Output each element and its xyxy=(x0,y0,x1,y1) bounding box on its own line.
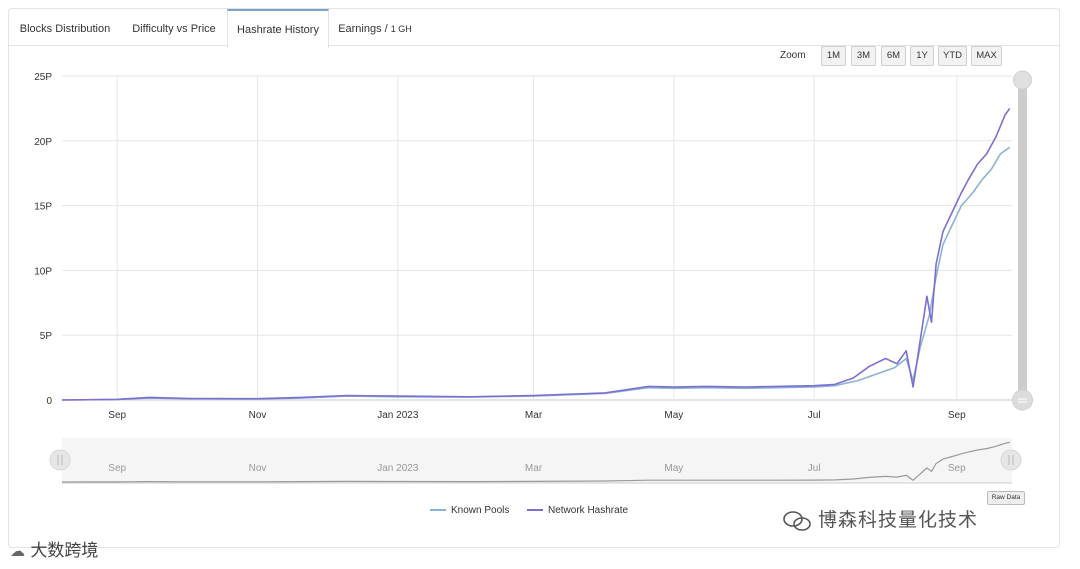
watermark-left: ☁︎ 大数跨境 xyxy=(10,536,98,561)
tab-label: Hashrate History xyxy=(237,24,319,36)
zoom-label: Zoom xyxy=(780,50,806,61)
zoom-1m-button[interactable]: 1M xyxy=(821,46,846,66)
legend-label: Known Pools xyxy=(451,505,510,516)
tab-blocks-distribution[interactable]: Blocks Distribution xyxy=(9,9,121,45)
tab-label: Blocks Distribution xyxy=(19,23,111,35)
legend-item-known-pools[interactable]: Known Pools xyxy=(430,505,509,516)
zoom-max-button[interactable]: MAX xyxy=(971,46,1002,66)
legend-item-network-hashrate[interactable]: Network Hashrate xyxy=(527,505,628,516)
legend-swatch xyxy=(430,509,446,512)
legend-swatch xyxy=(527,509,543,512)
raw-data-button[interactable]: Raw Data xyxy=(987,491,1025,505)
legend-label: Network Hashrate xyxy=(548,505,629,516)
tab-bar: Blocks Distribution Difficulty vs Price … xyxy=(9,9,1059,48)
wechat-icon xyxy=(783,510,811,531)
tab-label: Difficulty vs Price xyxy=(132,23,216,35)
tab-label-unit: 1 GH xyxy=(390,24,412,34)
zoom-6m-button[interactable]: 6M xyxy=(881,46,906,66)
watermark-text: 大数跨境 xyxy=(30,541,99,561)
cloud-logo-icon: ☁︎ xyxy=(10,542,25,560)
tab-difficulty-vs-price[interactable]: Difficulty vs Price xyxy=(121,9,227,45)
tab-hashrate-history[interactable]: Hashrate History xyxy=(227,9,329,48)
zoom-1y-button[interactable]: 1Y xyxy=(910,46,934,66)
tab-earnings[interactable]: Earnings / 1 GH xyxy=(329,9,421,45)
zoom-ytd-button[interactable]: YTD xyxy=(938,46,967,66)
chart-panel: Blocks Distribution Difficulty vs Price … xyxy=(8,8,1060,548)
watermark-right: 博森科技量化技术 xyxy=(782,505,978,532)
zoom-3m-button[interactable]: 3M xyxy=(851,46,876,66)
watermark-text: 博森科技量化技术 xyxy=(818,509,979,531)
tab-label: Earnings / xyxy=(338,23,391,35)
